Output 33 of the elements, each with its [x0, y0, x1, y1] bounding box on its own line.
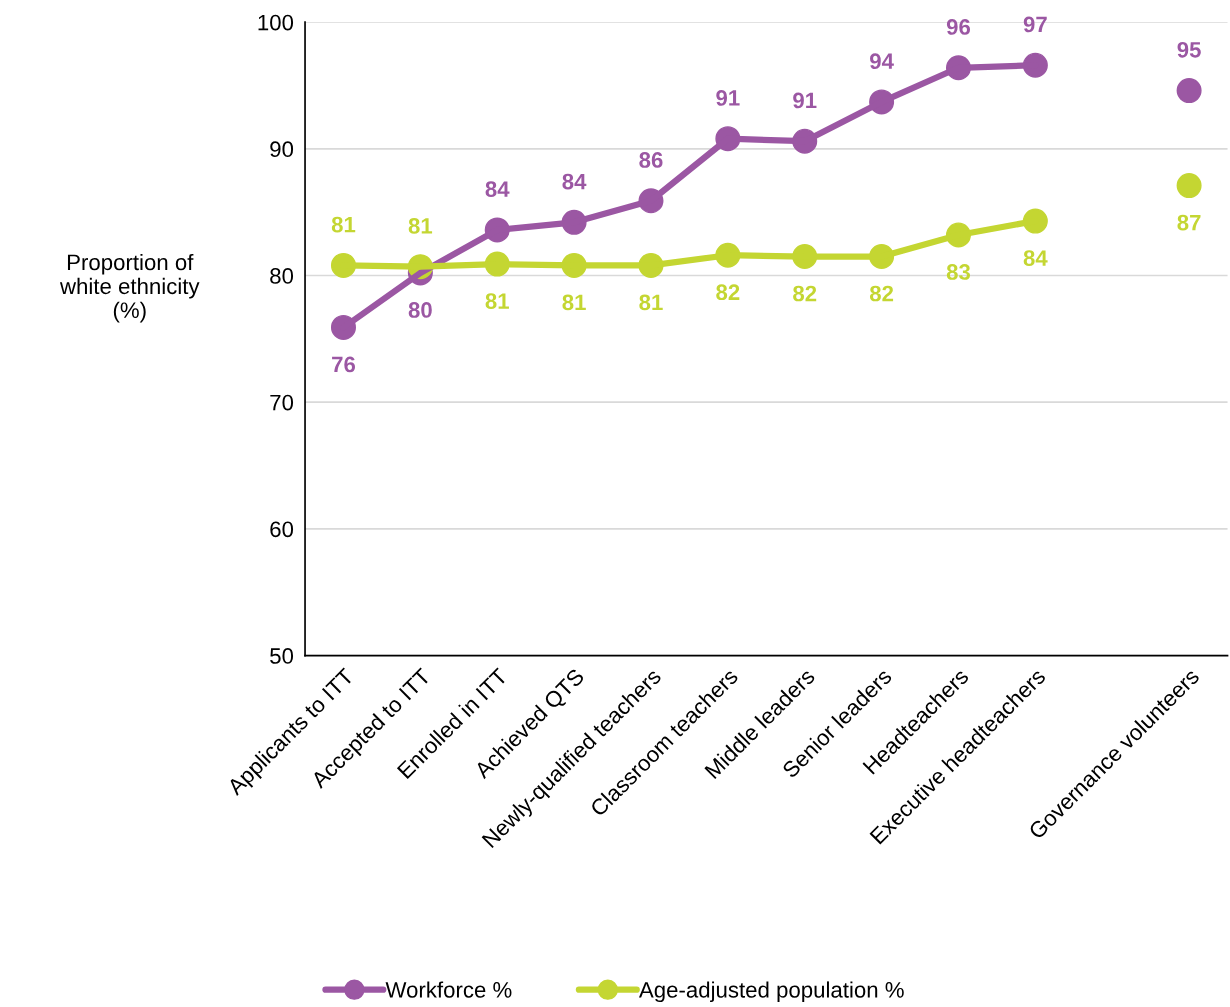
point [1176, 78, 1202, 104]
data-label: 86 [639, 152, 663, 168]
data-label: 96 [946, 19, 971, 35]
data-label: 97 [1023, 16, 1047, 33]
legend-label: Age-adjusted population % [638, 981, 904, 1003]
data-label: 82 [793, 285, 817, 302]
y-tick-label: 60 [270, 521, 294, 538]
data-label: 84 [485, 181, 510, 197]
data-label: 94 [870, 53, 894, 70]
data-label: 81 [331, 216, 356, 233]
data-label: 81 [562, 294, 586, 311]
data-label: 84 [1023, 250, 1048, 266]
data-label: 81 [639, 294, 663, 311]
data-label: 80 [408, 302, 432, 318]
y-tick-label: 90 [270, 141, 294, 158]
y-tick-label: 80 [270, 268, 294, 284]
data-label: 81 [485, 293, 509, 309]
data-label: 84 [562, 173, 587, 190]
data-label: 87 [1177, 214, 1201, 231]
data-label: 76 [332, 356, 356, 373]
y-tick-label: 70 [270, 394, 294, 411]
data-label: 81 [408, 217, 433, 234]
data-label: 91 [793, 92, 817, 109]
data-label: 82 [716, 284, 740, 301]
data-label: 83 [946, 264, 971, 280]
legend-label: Workforce % [385, 981, 512, 998]
point [1176, 173, 1202, 199]
data-label: 82 [869, 285, 894, 302]
y-axis-title: Proportion of white ethnicity (%) [59, 253, 200, 323]
data-label: 91 [716, 90, 740, 106]
data-label: 95 [1177, 41, 1201, 58]
y-tick-label: 50 [270, 648, 294, 664]
y-tick-label: 100 [258, 14, 294, 31]
